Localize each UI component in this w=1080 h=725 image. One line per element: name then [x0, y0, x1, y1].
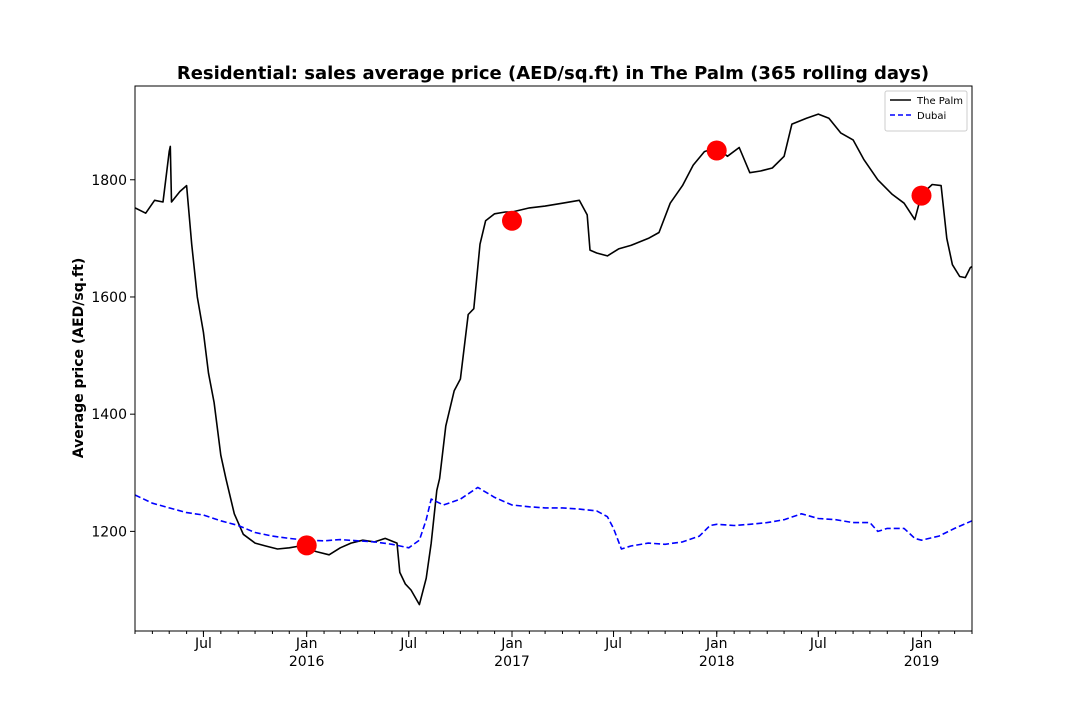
- legend-label: Dubai: [917, 111, 946, 122]
- y-tick-label: 1600: [91, 290, 127, 306]
- x-tick-label: Jul: [604, 636, 622, 652]
- x-tick-label: Jul: [194, 636, 212, 652]
- x-tick-label: Jan: [500, 636, 523, 652]
- x-tick-label: Jan: [910, 636, 933, 652]
- y-axis-label: Average price (AED/sq.ft): [71, 258, 87, 458]
- series-line-dubai: [135, 486, 972, 550]
- axes: 1200 1400 1600 1800 Jul Jan 2016 Jul Jan 2017 Jul J…: [91, 85, 973, 670]
- highlight-marker-1: [296, 535, 317, 556]
- x-tick-label: Jan: [705, 636, 728, 652]
- x-tick-year-label: 2017: [494, 654, 530, 670]
- highlight-marker-4: [911, 185, 932, 206]
- x-tick-year-label: 2016: [289, 654, 325, 670]
- x-tick-year-label: 2019: [904, 654, 940, 670]
- x-tick-label: Jul: [809, 636, 827, 652]
- legend: The Palm Dubai: [884, 90, 968, 132]
- x-tick-year-label: 2018: [699, 654, 735, 670]
- y-tick-label: 1800: [91, 173, 127, 189]
- highlight-marker-2: [502, 210, 522, 231]
- y-tick-label: 1400: [91, 407, 127, 423]
- y-tick-label: 1200: [91, 524, 127, 540]
- plot-frame: [134, 85, 973, 632]
- legend-label: The Palm: [916, 96, 963, 107]
- x-tick-label: Jan: [295, 636, 318, 652]
- highlight-marker-3: [706, 140, 727, 161]
- x-tick-label: Jul: [399, 636, 417, 652]
- series-line-the-palm: [135, 113, 972, 606]
- legend-box: [884, 90, 968, 132]
- plot-area: [135, 113, 972, 606]
- chart-title: Residential: sales average price (AED/sq…: [177, 63, 929, 84]
